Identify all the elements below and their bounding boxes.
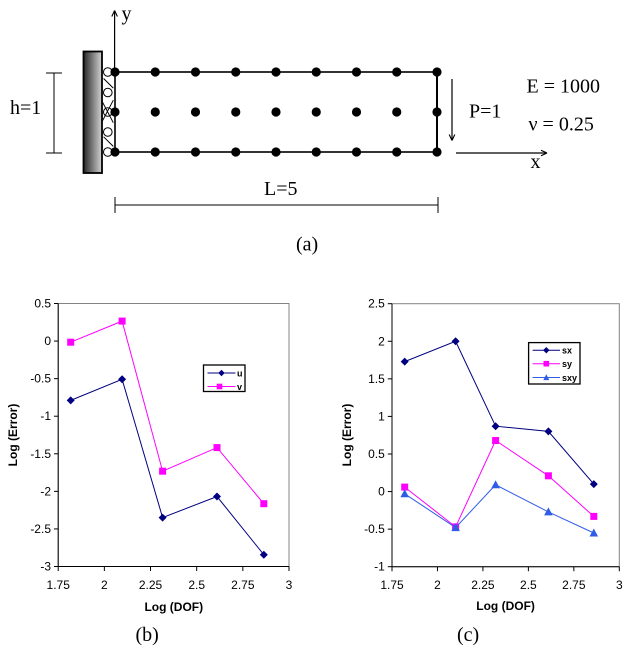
svg-text:2.5: 2.5 bbox=[188, 578, 205, 592]
svg-text:2.75: 2.75 bbox=[231, 578, 255, 592]
svg-text:0: 0 bbox=[44, 334, 51, 348]
svg-text:1.75: 1.75 bbox=[380, 578, 404, 592]
svg-text:2: 2 bbox=[101, 578, 108, 592]
svg-text:-2.5: -2.5 bbox=[30, 522, 51, 536]
svg-text:Log (DOF): Log (DOF) bbox=[476, 599, 535, 613]
svg-text:sxy: sxy bbox=[562, 373, 577, 383]
svg-text:(a): (a) bbox=[296, 234, 318, 256]
svg-text:-1: -1 bbox=[374, 560, 385, 574]
svg-text:Log (DOF): Log (DOF) bbox=[144, 600, 203, 614]
svg-text:2.5: 2.5 bbox=[520, 578, 537, 592]
svg-text:-2: -2 bbox=[40, 484, 51, 498]
svg-text:1.5: 1.5 bbox=[368, 372, 385, 386]
svg-text:x: x bbox=[531, 151, 541, 173]
svg-text:y: y bbox=[122, 3, 132, 25]
svg-text:-1: -1 bbox=[40, 409, 51, 423]
svg-text:2: 2 bbox=[434, 578, 441, 592]
svg-text:2.25: 2.25 bbox=[139, 578, 163, 592]
svg-text:sx: sx bbox=[562, 346, 572, 356]
svg-text:ν = 0.25: ν = 0.25 bbox=[529, 114, 594, 136]
svg-text:1.75: 1.75 bbox=[47, 578, 71, 592]
svg-text:-3: -3 bbox=[40, 560, 51, 574]
svg-text:-0.5: -0.5 bbox=[364, 522, 385, 536]
svg-text:1: 1 bbox=[378, 409, 385, 423]
svg-text:(c): (c) bbox=[457, 624, 479, 646]
svg-text:3: 3 bbox=[616, 578, 623, 592]
svg-text:Log (Error): Log (Error) bbox=[6, 404, 20, 467]
svg-text:0.5: 0.5 bbox=[34, 297, 51, 311]
svg-text:-0.5: -0.5 bbox=[30, 372, 51, 386]
svg-text:L=5: L=5 bbox=[264, 178, 298, 200]
svg-text:u: u bbox=[237, 369, 243, 379]
svg-text:2.75: 2.75 bbox=[562, 578, 586, 592]
svg-text:Log (Error): Log (Error) bbox=[340, 404, 354, 467]
svg-text:0: 0 bbox=[378, 485, 385, 499]
svg-text:h=1: h=1 bbox=[10, 97, 41, 119]
svg-text:3: 3 bbox=[286, 578, 293, 592]
svg-text:(b): (b) bbox=[136, 624, 159, 646]
svg-text:sy: sy bbox=[562, 359, 572, 369]
svg-text:E = 1000: E = 1000 bbox=[527, 75, 601, 97]
svg-text:2.25: 2.25 bbox=[471, 578, 495, 592]
svg-text:2: 2 bbox=[378, 334, 385, 348]
svg-text:2.5: 2.5 bbox=[368, 297, 385, 311]
svg-text:0.5: 0.5 bbox=[368, 447, 385, 461]
svg-text:-1.5: -1.5 bbox=[30, 447, 51, 461]
svg-text:P=1: P=1 bbox=[469, 101, 501, 123]
svg-text:v: v bbox=[237, 382, 242, 392]
